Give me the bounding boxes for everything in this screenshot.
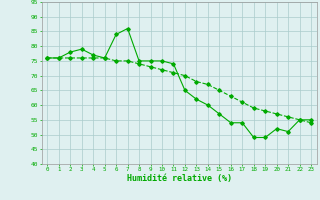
X-axis label: Humidité relative (%): Humidité relative (%): [127, 174, 232, 183]
